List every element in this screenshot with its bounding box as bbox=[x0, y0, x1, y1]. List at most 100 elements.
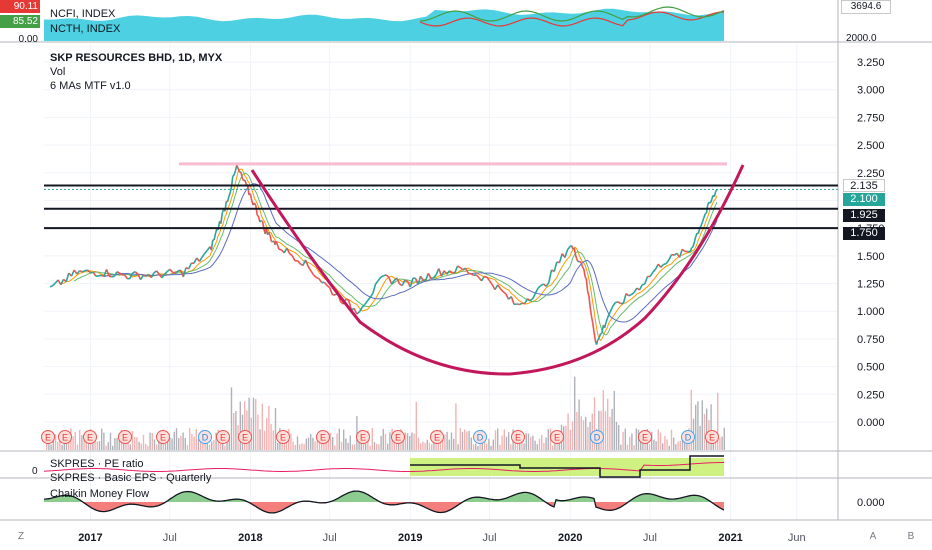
indicator-vol[interactable]: Vol bbox=[50, 66, 66, 78]
volume-bar bbox=[301, 443, 303, 450]
volume-bar bbox=[318, 437, 321, 450]
price-tick-label: 1.000 bbox=[857, 306, 885, 318]
earnings-marker-label: E bbox=[62, 433, 68, 443]
volume-bar bbox=[263, 430, 266, 450]
price-segment bbox=[713, 191, 717, 197]
earnings-marker bbox=[681, 430, 695, 444]
ncfi-legend[interactable]: NCFI, INDEX bbox=[50, 8, 116, 20]
earnings-marker-label: E bbox=[434, 433, 440, 443]
price-segment bbox=[617, 301, 622, 305]
volume-bar bbox=[604, 411, 607, 450]
cmf-area bbox=[180, 492, 182, 502]
price-segment bbox=[270, 240, 273, 243]
price-segment bbox=[579, 260, 582, 264]
volume-bar bbox=[138, 441, 140, 450]
volume-bar bbox=[710, 404, 712, 450]
volume-bar bbox=[189, 428, 191, 450]
cmf-label[interactable]: Chaikin Money Flow bbox=[50, 488, 150, 500]
volume-bar bbox=[81, 435, 83, 450]
cmf-area bbox=[184, 491, 186, 502]
price-segment bbox=[366, 296, 371, 302]
price-segment bbox=[164, 270, 168, 275]
price-segment bbox=[628, 293, 632, 297]
ncth-legend[interactable]: NCTH, INDEX bbox=[50, 23, 121, 35]
time-tick-label: Jul bbox=[643, 532, 657, 544]
volume-bar bbox=[442, 437, 444, 450]
volume-bar bbox=[147, 445, 149, 450]
cmf-area bbox=[580, 497, 582, 502]
volume-bar bbox=[675, 444, 677, 450]
cmf-area bbox=[644, 493, 646, 502]
cmf-area bbox=[604, 502, 606, 510]
chart-legend: SKP RESOURCES BHD, 1D, MYX Vol 6 MAs MTF… bbox=[50, 51, 222, 93]
volume-bar bbox=[497, 428, 499, 450]
volume-bar bbox=[129, 444, 131, 450]
price-segment bbox=[593, 331, 596, 341]
volume-bar bbox=[118, 437, 120, 450]
cmf-area bbox=[368, 494, 370, 502]
price-segment bbox=[494, 284, 499, 290]
eps-label[interactable]: SKPRES · Basic EPS · Quarterly bbox=[50, 472, 212, 484]
price-segment bbox=[488, 280, 493, 286]
earnings-marker-label: E bbox=[122, 433, 128, 443]
earnings-marker-label: E bbox=[395, 433, 401, 443]
cmf-area bbox=[440, 502, 442, 513]
volume-bar bbox=[662, 443, 664, 450]
price-segment bbox=[470, 273, 474, 276]
cmf-area bbox=[532, 493, 534, 502]
price-segment bbox=[692, 242, 696, 248]
volume-bar bbox=[389, 432, 391, 450]
price-segment bbox=[166, 268, 171, 273]
price-segment bbox=[304, 259, 310, 268]
price-segment bbox=[255, 205, 258, 216]
price-segment bbox=[606, 314, 610, 319]
price-segment bbox=[556, 261, 560, 264]
cmf-area bbox=[648, 493, 650, 502]
volume-bar bbox=[642, 438, 644, 450]
volume-bar bbox=[57, 441, 59, 450]
price-segment bbox=[220, 212, 224, 224]
time-tick-label: Jun bbox=[788, 532, 806, 544]
price-segment bbox=[297, 260, 301, 265]
volume-bar bbox=[354, 444, 356, 450]
volume-bar bbox=[670, 429, 673, 450]
price-segment bbox=[607, 311, 611, 316]
cmf-area bbox=[534, 494, 536, 502]
volume-bar bbox=[501, 435, 503, 450]
cmf-area bbox=[148, 502, 150, 507]
volume-bar bbox=[697, 401, 699, 450]
chart-title[interactable]: SKP RESOURCES BHD, 1D, MYX bbox=[50, 52, 223, 64]
volume-bar bbox=[543, 442, 545, 450]
indicator-mas[interactable]: 6 MAs MTF v1.0 bbox=[50, 80, 131, 92]
volume-bar bbox=[268, 405, 270, 450]
cmf-area bbox=[514, 494, 516, 502]
zoom-button[interactable]: Z bbox=[17, 531, 25, 542]
cmf-area bbox=[266, 502, 268, 513]
volume-bar bbox=[228, 437, 230, 450]
volume-bar bbox=[534, 440, 536, 450]
volume-bar bbox=[446, 431, 448, 450]
price-segment bbox=[585, 278, 589, 291]
time-tick-label: Jul bbox=[323, 532, 337, 544]
pe-ratio-label[interactable]: SKPRES · PE ratio bbox=[50, 458, 144, 470]
earnings-marker bbox=[238, 430, 252, 444]
price-tick-label: 0.250 bbox=[857, 389, 885, 401]
cmf-area bbox=[618, 502, 620, 509]
volume-bar bbox=[521, 435, 523, 450]
price-segment bbox=[417, 275, 422, 285]
time-tick-label: 2020 bbox=[558, 532, 582, 544]
cmf-area bbox=[438, 502, 440, 513]
volume-bar bbox=[94, 437, 96, 450]
auto-scale-button[interactable]: A bbox=[869, 531, 877, 542]
cmf-area bbox=[610, 502, 612, 511]
price-segment bbox=[289, 253, 293, 257]
moving-average-line bbox=[60, 168, 718, 342]
price-segment bbox=[353, 308, 358, 315]
cmf-area bbox=[236, 499, 238, 502]
earnings-marker bbox=[550, 430, 564, 444]
cmf-area bbox=[352, 491, 354, 502]
volume-bar bbox=[593, 397, 596, 450]
b-button[interactable]: B bbox=[907, 531, 915, 542]
volume-bar bbox=[307, 437, 310, 450]
